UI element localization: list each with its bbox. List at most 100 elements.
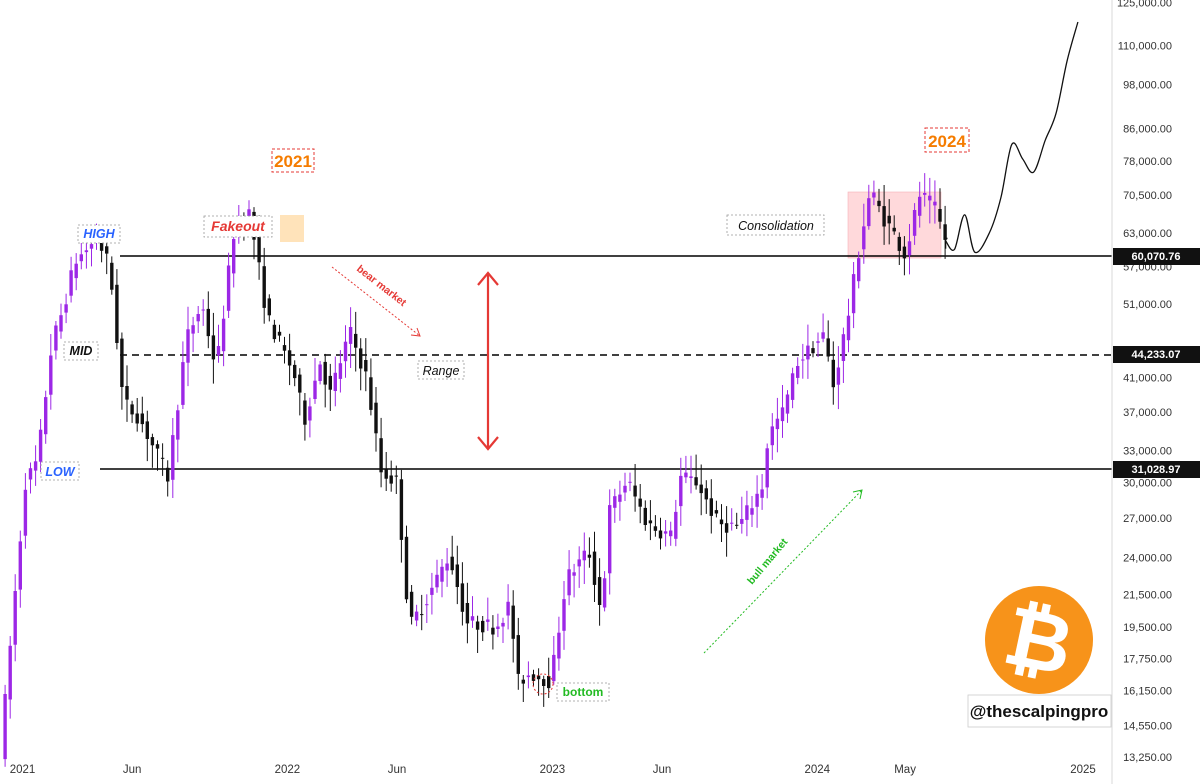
candle-body <box>892 227 896 232</box>
candle-body <box>592 551 597 585</box>
candle-body <box>155 444 160 449</box>
candle-body <box>796 366 800 378</box>
candle-body <box>354 333 358 348</box>
candle-body <box>704 488 708 500</box>
candle-body <box>816 341 820 343</box>
candle-body <box>287 350 292 366</box>
time-tick-label: 2025 <box>1070 764 1096 776</box>
candle-body <box>399 479 404 540</box>
candle-body <box>496 626 500 629</box>
candle-body <box>130 404 134 415</box>
candle-body <box>653 526 658 531</box>
candle-body <box>379 438 383 473</box>
mid-label-text: MID <box>70 344 93 358</box>
candle-body <box>760 489 764 498</box>
candle-body <box>277 331 282 336</box>
candle-body <box>262 266 266 308</box>
candle-body <box>23 489 28 536</box>
candle-body <box>597 577 602 605</box>
candle-body <box>343 341 348 362</box>
candle-body <box>867 198 871 227</box>
candle-body <box>414 611 419 621</box>
candle-body <box>674 511 678 539</box>
candle-body <box>933 201 937 206</box>
candle-body <box>521 679 525 684</box>
price-tick-label: 14,550.00 <box>1123 721 1172 733</box>
candle-body <box>384 468 388 479</box>
candle-body <box>944 237 948 240</box>
time-tick-label: 2021 <box>10 764 36 776</box>
bull-market-arrow <box>703 489 863 654</box>
price-tick-label: 37,000.00 <box>1123 407 1172 419</box>
candle-body <box>679 475 683 507</box>
candlestick-series <box>3 173 948 767</box>
candle-body <box>943 224 947 240</box>
candle-body <box>293 364 297 379</box>
candle-body <box>125 386 129 400</box>
candle-body <box>420 614 424 616</box>
candle-body <box>552 654 556 682</box>
candle-body <box>613 496 617 508</box>
price-tick-label: 86,000.00 <box>1123 123 1172 135</box>
candle-body <box>689 476 693 478</box>
candle-body <box>348 327 353 344</box>
candle-body <box>186 329 190 363</box>
candle-body <box>770 426 774 446</box>
candle-body <box>176 410 180 440</box>
candle-body <box>486 619 490 622</box>
bear-market-arrow <box>331 266 421 337</box>
candle-body <box>658 530 663 539</box>
candle-body <box>526 675 531 678</box>
candle-body <box>542 679 546 686</box>
price-tick-label: 13,250.00 <box>1123 752 1172 764</box>
candle-body <box>887 215 891 224</box>
candle-body <box>872 192 876 198</box>
candle-body <box>745 505 749 520</box>
projection-path <box>945 21 1079 254</box>
candle-body <box>902 246 907 259</box>
low-price-tag-label: 31,028.97 <box>1132 464 1181 476</box>
fakeout-label: Fakeout <box>203 215 273 238</box>
candle-body <box>110 262 114 290</box>
candle-body <box>166 467 170 482</box>
candle-body <box>33 461 38 471</box>
candle-body <box>907 241 912 256</box>
candle-body <box>491 627 495 635</box>
year-2021-text: 2021 <box>274 152 312 171</box>
candle-body <box>318 364 322 381</box>
price-tick-label: 51,000.00 <box>1123 299 1172 311</box>
candle-body <box>445 563 449 571</box>
candle-body <box>582 550 586 561</box>
candle-body <box>938 209 942 222</box>
candle-body <box>409 591 414 617</box>
candle-body <box>364 360 368 372</box>
candle-body <box>247 209 251 221</box>
candle-body <box>547 676 551 689</box>
handle-badge: @thescalpingpro <box>967 694 1112 728</box>
price-tick-label: 19,500.00 <box>1123 622 1172 634</box>
price-tick-label: 98,000.00 <box>1123 80 1172 92</box>
candle-body <box>730 522 734 524</box>
price-tick-label: 21,500.00 <box>1123 589 1172 601</box>
handle-text: @thescalpingpro <box>970 702 1108 721</box>
candle-body <box>272 324 277 340</box>
candle-body <box>638 498 642 507</box>
candle-body <box>877 200 881 207</box>
candle-body <box>481 620 485 633</box>
candle-body <box>333 372 337 391</box>
candle-body <box>282 345 287 351</box>
time-axis-ticks: 2021 Jun 2022 Jun 2023 Jun 2024 May 2025 <box>10 764 1096 776</box>
time-tick-label: 2023 <box>540 764 566 776</box>
price-axis-ticks: 125,000.00 110,000.00 98,000.00 86,000.00 78… <box>1117 0 1172 764</box>
candle-body <box>74 263 78 279</box>
candle-body <box>897 236 901 251</box>
candle-body <box>435 574 439 588</box>
candle-body <box>115 284 119 343</box>
candle-body <box>618 494 622 502</box>
candle-body <box>587 554 592 558</box>
candle-body <box>511 605 515 639</box>
candle-body <box>857 258 861 282</box>
candle-body <box>38 429 43 462</box>
fakeout-box <box>280 215 304 242</box>
candle-body <box>450 556 454 571</box>
